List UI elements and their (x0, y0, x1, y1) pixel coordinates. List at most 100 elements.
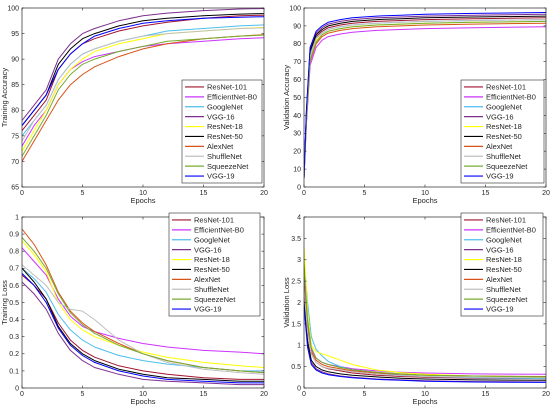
training-loss-legend: ResNet-101EfficientNet-B0GoogleNetVGG-16… (168, 212, 261, 317)
validation-loss-line-squeezenet (304, 263, 546, 378)
training-accuracy-series-group (22, 8, 264, 162)
validation-loss-y-tick-label: 2.5 (291, 279, 301, 286)
training-accuracy-chart: 0 5 10 15 20 65 70 75 80 85 90 95 100 Epochs Training … (0, 5, 268, 205)
validation-accuracy-y-tick-label: 80 (293, 41, 301, 48)
training-accuracy-legend-label-resnet-50: ResNet-50 (207, 132, 243, 141)
validation-accuracy-series-group (304, 12, 546, 179)
training-accuracy-y-tick-label: 90 (11, 57, 19, 64)
training-loss-series-group (22, 228, 264, 386)
validation-loss-legend-label-resnet-50: ResNet-50 (486, 265, 522, 274)
training-loss-legend-label-alexnet: AlexNet (194, 275, 221, 284)
validation-loss-series-group (304, 246, 546, 383)
training-loss-x-tick-label: 10 (139, 391, 147, 398)
validation-accuracy-line-vgg-19 (304, 12, 546, 179)
training-accuracy-x-tick-label: 10 (139, 190, 147, 197)
validation-loss-x-tick-label: 20 (542, 391, 550, 398)
training-loss-x-tick-label: 15 (200, 391, 208, 398)
validation-loss-x-tick-label: 5 (363, 391, 367, 398)
validation-loss-legend-label-vgg-19: VGG-19 (486, 305, 514, 314)
training-loss-y-tick-label: 1 (15, 214, 19, 221)
training-loss-y-tick-label: 0.8 (9, 249, 19, 256)
training-accuracy-line-vgg-19 (22, 16, 264, 126)
validation-loss-legend-label-vgg-16: VGG-16 (486, 245, 514, 254)
validation-loss-x-tick-label: 10 (421, 391, 429, 398)
validation-accuracy-chart: 0 5 10 15 20 0 10 20 30 40 50 60 70 80 90 100 Epochs Vali… (282, 5, 550, 205)
training-loss-legend-label-resnet-18: ResNet-18 (194, 255, 230, 264)
validation-accuracy-y-tick-label: 0 (297, 184, 301, 191)
validation-loss-legend-label-resnet-18: ResNet-18 (486, 255, 522, 264)
validation-loss-line-vgg-19 (304, 306, 546, 383)
validation-accuracy-legend-label-googlenet: GoogleNet (486, 102, 523, 111)
validation-loss-legend-label-resnet-101: ResNet-101 (486, 216, 526, 225)
training-accuracy-x-tick-label: 15 (200, 190, 208, 197)
training-accuracy-y-tick-label: 65 (11, 184, 19, 191)
training-loss-legend-label-resnet-101: ResNet-101 (194, 216, 234, 225)
training-loss-line-resnet-18 (22, 240, 264, 368)
training-accuracy-legend-label-shufflenet: ShuffleNet (207, 152, 243, 161)
validation-accuracy-y-tick-label: 50 (293, 95, 301, 102)
training-accuracy-y-tick-label: 75 (11, 133, 19, 140)
validation-accuracy-x-tick-label: 20 (542, 190, 550, 197)
validation-loss-y-tick-label: 0 (297, 385, 301, 392)
validation-loss-legend: ResNet-101EfficientNet-B0GoogleNetVGG-16… (460, 212, 544, 317)
training-loss-y-tick-label: 0.7 (9, 266, 19, 273)
training-accuracy-line-shufflenet (22, 27, 264, 142)
training-accuracy-y-tick-label: 70 (11, 159, 19, 166)
training-loss-y-tick-label: 0 (15, 385, 19, 392)
validation-accuracy-y-tick-label: 90 (293, 23, 301, 30)
training-accuracy-legend-label-vgg-19: VGG-19 (207, 172, 235, 181)
validation-loss-line-resnet-50 (304, 298, 546, 381)
training-loss-line-vgg-16 (22, 281, 264, 386)
training-loss-x-tick-label: 20 (260, 391, 268, 398)
validation-accuracy-line-shufflenet (304, 19, 546, 179)
training-accuracy-legend-label-resnet-101: ResNet-101 (207, 83, 247, 92)
validation-loss-legend-label-alexnet: AlexNet (486, 275, 513, 284)
validation-accuracy-legend-label-resnet-101: ResNet-101 (486, 83, 526, 92)
training-loss-y-tick-label: 0.1 (9, 368, 19, 375)
validation-accuracy-y-tick-label: 60 (293, 77, 301, 84)
validation-accuracy-y-tick-label: 40 (293, 113, 301, 120)
validation-loss-x-axis-label: Epochs (412, 397, 437, 406)
validation-loss-y-tick-label: 1.5 (291, 321, 301, 328)
training-accuracy-y-axis-label: Training Accuracy (0, 68, 9, 128)
validation-accuracy-y-tick-label: 100 (289, 5, 301, 12)
validation-loss-y-tick-label: 2 (297, 300, 301, 307)
training-loss-line-resnet-50 (22, 267, 264, 382)
validation-accuracy-y-axis-label: Validation Accuracy (282, 65, 291, 130)
training-loss-y-tick-label: 0.9 (9, 232, 19, 239)
training-accuracy-legend: ResNet-101EfficientNet-B0GoogleNetVGG-16… (181, 79, 263, 184)
training-accuracy-x-tick-label: 5 (81, 190, 85, 197)
training-loss-y-axis-label: Training Loss (0, 280, 9, 325)
validation-loss-x-tick-label: 15 (482, 391, 490, 398)
validation-accuracy-x-tick-label: 15 (482, 190, 490, 197)
training-accuracy-y-tick-label: 95 (11, 31, 19, 38)
validation-accuracy-legend-label-resnet-18: ResNet-18 (486, 122, 522, 131)
validation-accuracy-legend-label-shufflenet: ShuffleNet (486, 152, 522, 161)
validation-accuracy-x-tick-label: 5 (363, 190, 367, 197)
validation-accuracy-y-tick-label: 30 (293, 131, 301, 138)
training-accuracy-legend-label-squeezenet: SqueezeNet (207, 162, 249, 171)
training-loss-y-tick-label: 0.3 (9, 334, 19, 341)
training-loss-legend-label-googlenet: GoogleNet (194, 235, 231, 244)
training-loss-y-tick-label: 0.4 (9, 317, 19, 324)
training-loss-chart: 0 5 10 15 20 0 0.1 0.2 0.3 0.4 0.5 0.6 0.7 0.8 0.9 1 Epo… (0, 212, 268, 406)
validation-loss-y-tick-label: 1 (297, 343, 301, 350)
training-accuracy-legend-label-efficientnet-b0: EfficientNet-B0 (207, 92, 257, 101)
training-accuracy-legend-label-googlenet: GoogleNet (207, 102, 244, 111)
training-loss-legend-label-vgg-16: VGG-16 (194, 245, 222, 254)
validation-loss-legend-label-googlenet: GoogleNet (486, 235, 523, 244)
validation-accuracy-y-tick-label: 10 (293, 167, 301, 174)
training-loss-legend-label-efficientnet-b0: EfficientNet-B0 (194, 225, 244, 234)
validation-loss-y-tick-label: 0.5 (291, 364, 301, 371)
training-loss-x-tick-label: 0 (20, 391, 24, 398)
validation-loss-legend-label-shufflenet: ShuffleNet (486, 285, 522, 294)
validation-loss-y-tick-label: 3 (297, 257, 301, 264)
training-accuracy-line-squeezenet (22, 34, 264, 157)
validation-accuracy-legend-label-squeezenet: SqueezeNet (486, 162, 528, 171)
training-loss-legend-label-shufflenet: ShuffleNet (194, 285, 230, 294)
training-accuracy-x-tick-label: 0 (20, 190, 24, 197)
validation-accuracy-legend-label-vgg-19: VGG-19 (486, 172, 514, 181)
training-loss-legend-label-resnet-50: ResNet-50 (194, 265, 230, 274)
validation-accuracy-x-axis-label: Epochs (412, 196, 437, 205)
